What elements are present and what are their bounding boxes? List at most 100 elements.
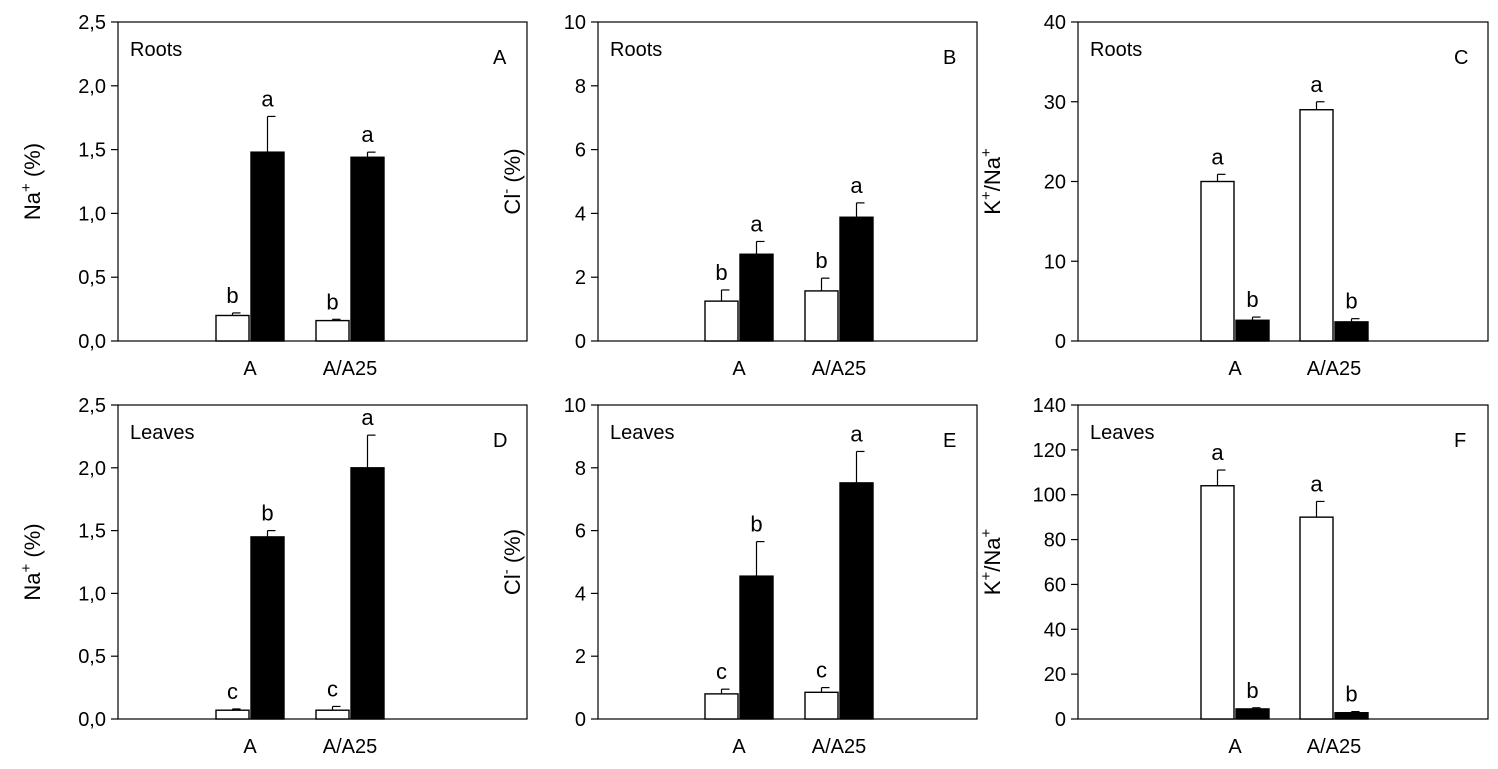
y-tick-label: 2 bbox=[575, 646, 586, 668]
significance-letter: a bbox=[1310, 72, 1323, 97]
bar bbox=[804, 691, 839, 720]
bar bbox=[1299, 109, 1334, 342]
panel-title: Roots bbox=[130, 39, 182, 61]
x-category-label: A bbox=[243, 358, 257, 380]
plot-frame bbox=[117, 404, 528, 720]
significance-letter: b bbox=[326, 289, 338, 314]
significance-letter: b bbox=[750, 512, 762, 537]
x-category-label: A/A25 bbox=[812, 358, 866, 380]
y-tick-label: 0 bbox=[575, 331, 586, 353]
bar bbox=[739, 575, 774, 720]
y-tick-label: 0 bbox=[1055, 331, 1066, 353]
x-category-label: A bbox=[732, 736, 746, 758]
y-tick-label: 0 bbox=[575, 709, 586, 731]
y-tick-label: 4 bbox=[575, 203, 586, 225]
significance-letter: a bbox=[261, 86, 274, 111]
y-tick-label: 2,5 bbox=[78, 12, 106, 34]
y-tick-label: 40 bbox=[1044, 619, 1066, 641]
significance-letter: b bbox=[1345, 682, 1357, 707]
y-tick-label: 6 bbox=[575, 521, 586, 543]
significance-letter: a bbox=[850, 421, 863, 446]
y-tick-label: 2,5 bbox=[78, 395, 106, 417]
y-tick-label: 40 bbox=[1044, 12, 1066, 34]
significance-letter: c bbox=[716, 659, 727, 684]
panel-title: Leaves bbox=[610, 422, 675, 444]
bar bbox=[350, 467, 385, 720]
bar bbox=[250, 151, 285, 342]
bar bbox=[739, 253, 774, 342]
x-category-label: A/A25 bbox=[323, 358, 377, 380]
y-axis-label: Cl- (%) bbox=[498, 529, 525, 595]
panel-letter: A bbox=[493, 47, 507, 69]
y-tick-label: 60 bbox=[1044, 574, 1066, 596]
bar bbox=[215, 709, 250, 720]
significance-letter: a bbox=[750, 211, 763, 236]
panel-letter: C bbox=[1454, 47, 1468, 69]
significance-letter: b bbox=[1345, 289, 1357, 314]
bar bbox=[1235, 319, 1270, 342]
y-tick-label: 20 bbox=[1044, 664, 1066, 686]
bar bbox=[1235, 708, 1270, 720]
bar bbox=[1200, 180, 1235, 342]
x-category-label: A/A25 bbox=[323, 736, 377, 758]
panel-f: 0 20 40 60 80 100 120 140 K+/Na+ Leaves Fa b Aa b A/A2… bbox=[978, 395, 1489, 758]
x-category-label: A bbox=[1228, 358, 1242, 380]
y-tick-label: 10 bbox=[564, 12, 586, 34]
y-axis-label: Na+ (%) bbox=[18, 523, 45, 600]
significance-letter: b bbox=[815, 248, 827, 273]
y-tick-label: 80 bbox=[1044, 530, 1066, 552]
plot-frame bbox=[597, 404, 978, 720]
plot-frame bbox=[1077, 21, 1489, 342]
plot-frame bbox=[1077, 404, 1489, 720]
y-tick-label: 0,5 bbox=[78, 267, 106, 289]
y-tick-label: 2,0 bbox=[78, 76, 106, 98]
bar bbox=[1299, 516, 1334, 720]
significance-letter: b bbox=[1246, 678, 1258, 703]
panel-title: Roots bbox=[610, 39, 662, 61]
y-tick-label: 4 bbox=[575, 583, 586, 605]
x-category-label: A/A25 bbox=[1307, 358, 1361, 380]
significance-letter: b bbox=[226, 283, 238, 308]
y-axis-label: K+/Na+ bbox=[978, 529, 1005, 596]
y-tick-label: 140 bbox=[1033, 395, 1066, 417]
y-tick-label: 2,0 bbox=[78, 458, 106, 480]
y-tick-label: 120 bbox=[1033, 440, 1066, 462]
y-tick-label: 1,5 bbox=[78, 140, 106, 162]
bar bbox=[315, 709, 350, 720]
y-tick-label: 10 bbox=[564, 395, 586, 417]
y-tick-label: 1,5 bbox=[78, 521, 106, 543]
panel-a: 0,0 0,5 1,0 1,5 2,0 2,5 Na+ (%) Roots Ab a Ab a A/A2… bbox=[18, 12, 528, 380]
panel-letter: E bbox=[943, 430, 956, 452]
panel-e: 0 2 4 6 8 10 Cl- (%) Leaves Ec b Ac a A/A25 bbox=[498, 395, 978, 758]
bar bbox=[315, 319, 350, 342]
y-axis-label: K+/Na+ bbox=[978, 148, 1005, 215]
panel-letter: F bbox=[1454, 430, 1466, 452]
bar bbox=[839, 216, 874, 342]
x-category-label: A/A25 bbox=[1307, 736, 1361, 758]
y-tick-label: 8 bbox=[575, 76, 586, 98]
x-category-label: A bbox=[732, 358, 746, 380]
significance-letter: b bbox=[1246, 287, 1258, 312]
y-tick-label: 20 bbox=[1044, 172, 1066, 194]
bar bbox=[839, 482, 874, 720]
bar bbox=[350, 156, 385, 342]
significance-letter: b bbox=[261, 501, 273, 526]
y-tick-label: 1,0 bbox=[78, 203, 106, 225]
panel-letter: B bbox=[943, 47, 956, 69]
y-tick-label: 0,5 bbox=[78, 646, 106, 668]
bar bbox=[804, 290, 839, 342]
panel-letter: D bbox=[493, 430, 507, 452]
panel-d: 0,0 0,5 1,0 1,5 2,0 2,5 Na+ (%) Leaves Dc b Ac a A/A… bbox=[18, 395, 528, 758]
significance-letter: c bbox=[327, 676, 338, 701]
significance-letter: a bbox=[361, 122, 374, 147]
panel-title: Roots bbox=[1090, 39, 1142, 61]
y-tick-label: 6 bbox=[575, 140, 586, 162]
bar bbox=[1334, 712, 1369, 720]
y-tick-label: 0,0 bbox=[78, 331, 106, 353]
y-tick-label: 0,0 bbox=[78, 709, 106, 731]
bar bbox=[250, 536, 285, 720]
significance-letter: a bbox=[1310, 471, 1323, 496]
significance-letter: c bbox=[227, 679, 238, 704]
